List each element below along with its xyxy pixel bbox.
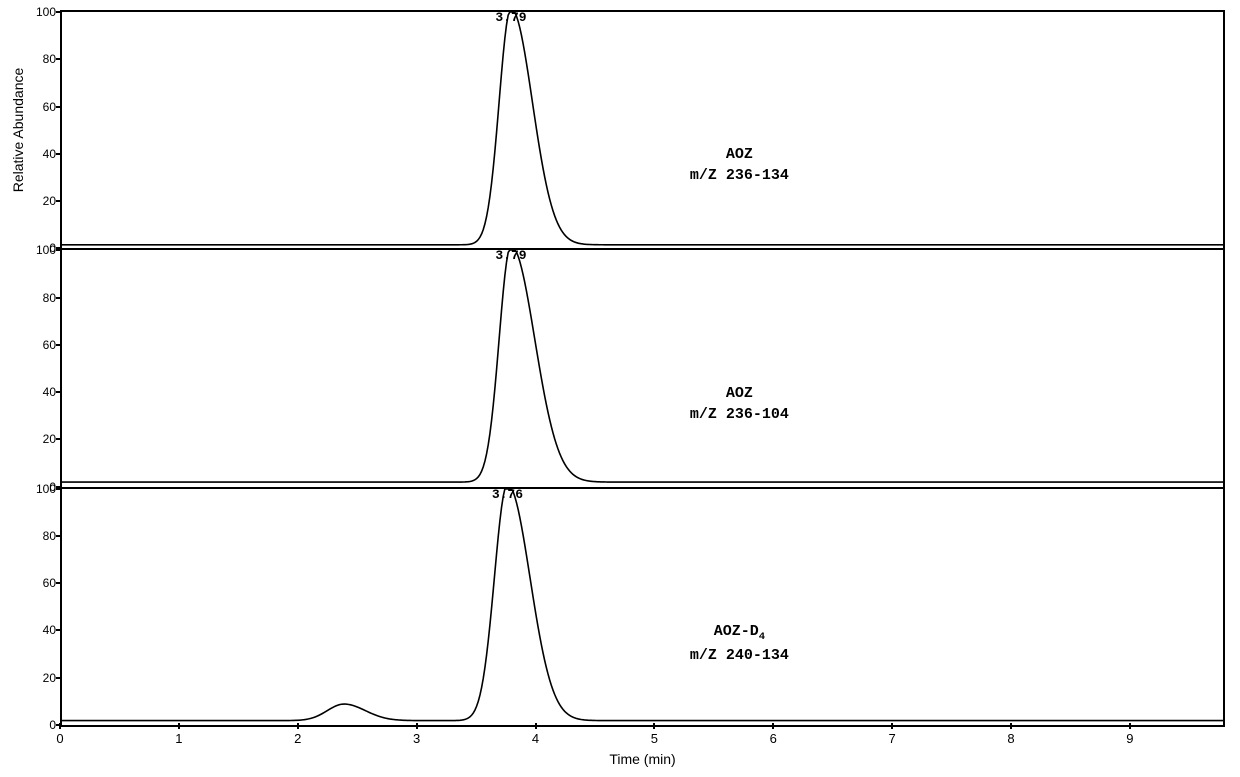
xtick-label: 3 [413,731,420,746]
ytick-label: 40 [43,385,62,399]
ytick-label: 80 [43,529,62,543]
trace-svg [62,12,1223,248]
trace-svg [62,489,1223,725]
chromatogram-trace [62,12,1223,245]
panels-container: 0204060801003.79AOZm/Z 236-1340204060801… [60,10,1225,727]
x-axis-label: Time (min) [609,751,675,767]
xtick-mark [59,723,61,729]
ytick-label: 60 [43,100,62,114]
xtick-label: 2 [294,731,301,746]
xtick-mark [535,723,537,729]
ytick-label: 100 [36,243,62,257]
xtick-mark [1129,723,1131,729]
peak-rt-label: 3.79 [495,248,526,263]
ytick-label: 80 [43,52,62,66]
ytick-label: 60 [43,576,62,590]
xtick-mark [772,723,774,729]
analyte-label: AOZm/Z 236-134 [690,144,789,186]
xtick-label: 8 [1007,731,1014,746]
ytick-label: 20 [43,671,62,685]
ytick-label: 100 [36,482,62,496]
xtick-mark [416,723,418,729]
xtick-mark [653,723,655,729]
xtick-label: 6 [770,731,777,746]
xtick-label: 1 [175,731,182,746]
chromatogram-panel: 0204060801003.76AOZ-D4m/Z 240-134 [60,489,1225,727]
peak-rt-label: 3.79 [495,10,526,25]
ytick-label: 100 [36,5,62,19]
xtick-label: 9 [1126,731,1133,746]
x-axis: Time (min) 0123456789 [60,727,1225,767]
ytick-label: 40 [43,623,62,637]
analyte-label: AOZ-D4m/Z 240-134 [690,621,789,666]
plot-area [62,489,1223,725]
ytick-label: 20 [43,432,62,446]
chromatogram-figure: Relative Abundance 0 20 40 60 80 100 3.79 AOZm/… [10,10,1230,767]
xtick-label: 4 [532,731,539,746]
xtick-mark [297,723,299,729]
peak-rt-label: 3.76 [492,487,523,502]
xtick-mark [1010,723,1012,729]
plot-area [62,250,1223,486]
chromatogram-trace [62,250,1223,482]
analyte-label: AOZm/Z 236-104 [690,383,789,425]
ytick-label: 80 [43,291,62,305]
chromatogram-trace [62,489,1223,721]
y-axis-label: Relative Abundance [10,68,26,193]
chromatogram-panel: 0204060801003.79AOZm/Z 236-104 [60,250,1225,488]
xtick-mark [178,723,180,729]
ytick-label: 60 [43,338,62,352]
ytick-label: 20 [43,194,62,208]
ytick-label: 40 [43,147,62,161]
xtick-mark [891,723,893,729]
xtick-label: 0 [56,731,63,746]
xtick-label: 5 [651,731,658,746]
trace-svg [62,250,1223,486]
xtick-label: 7 [889,731,896,746]
plot-area [62,12,1223,248]
chromatogram-panel: 0204060801003.79AOZm/Z 236-134 [60,10,1225,250]
